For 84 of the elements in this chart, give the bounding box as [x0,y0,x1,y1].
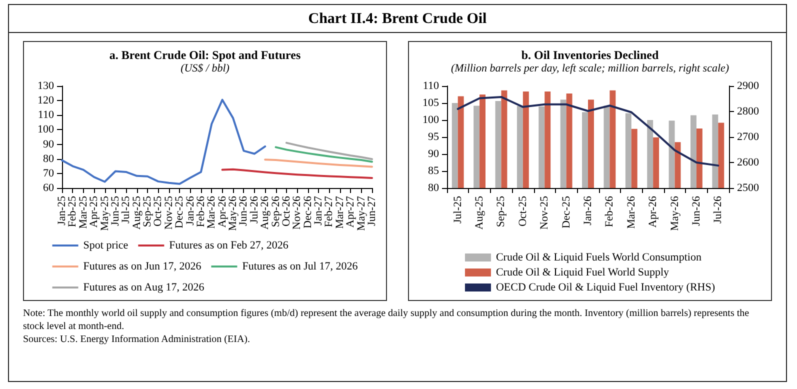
x-tick-label: Dec-25 [560,196,572,228]
y-tick-label: 85 [428,165,440,177]
y-tick-label: 110 [422,80,440,92]
x-tick-label: Jun-27 [366,196,378,226]
x-tick-label: Dec-26 [302,196,314,228]
x-tick-label: Mar-27 [334,196,346,229]
x-tick-label: Jul-25 [452,196,464,224]
x-tick-label: May-25 [98,196,111,231]
x-tick-label: Aug-25 [474,196,486,230]
y-tick-label: 90 [43,138,54,150]
legend-label: OECD Crude Oil & Liquid Fuel Inventory (RHS) [496,282,716,294]
x-tick-label: Sep-25 [142,196,154,228]
chart-subtitle: (US$ / bbl) [180,62,230,74]
x-tick-label: Mar-26 [625,196,638,229]
y-tick-label: 60 [43,182,54,194]
x-tick-label: Jul-25 [120,196,132,224]
chart-subtitle: (Million barrels per day, left scale; million barrels, right scale) [450,62,730,74]
x-tick-label: Apr-26 [647,196,660,228]
y-tick-label: 70 [43,167,54,180]
x-tick-label: Apr-26 [216,196,228,228]
x-tick-label: Nov-25 [538,196,551,230]
x-tick-label: Aug-25 [130,196,143,230]
source-note: Sources: U.S. Energy Information Administration (EIA). [23,333,252,346]
x-tick-label: Feb-26 [604,196,616,228]
y-tick-label: 80 [428,182,440,194]
x-tick-label: Feb-27 [323,196,336,228]
x-tick-label: May-27 [355,196,368,231]
line-series [456,96,720,167]
y-tick-label: 105 [422,97,440,109]
x-tick-label: Feb-26 [194,196,207,228]
legend-label: Futures as on Jul 17, 2026 [242,260,358,272]
x-tick-label: Jun-25 [109,196,122,226]
x-tick-label: Jan-27 [312,196,325,226]
y2-tick-label: 2800 [737,106,760,118]
x-tick-label: Apr-25 [88,196,100,228]
text: Chart II.4: Brent Crude Oil [9,5,786,33]
x-tick-label: Jul-26 [712,196,724,224]
x-tick-label: Jun-26 [238,196,250,226]
y-tick-label: 120 [38,94,54,107]
y-tick-label: 95 [428,131,440,143]
x-tick-label: May-26 [668,196,681,231]
x-tick-label: Jan-26 [582,196,594,226]
legend-label: Futures as on Aug 17, 2026 [83,282,205,294]
y-tick-label: 130 [38,80,54,92]
legend-label: Futures as on Jun 17, 2026 [83,260,202,272]
line-series [285,142,373,160]
x-tick-label: Mar-25 [77,196,90,229]
y2-tick-label: 2700 [737,131,760,143]
x-tick-label: Nov-26 [291,196,304,230]
x-tick-label: Sep-26 [270,196,282,228]
line-series [264,158,373,168]
x-tick-label: Jan-26 [184,196,196,226]
y-tick-label: 80 [43,152,54,165]
y-tick-label: 100 [38,124,54,136]
x-tick-label: Apr-27 [344,196,357,228]
x-tick-label: Aug-26 [259,196,272,230]
x-tick-label: Jun-26 [690,196,702,226]
line-series [274,146,373,163]
x-tick-label: Dec-25 [174,196,186,228]
y-tick-label: 110 [38,109,54,122]
text: Note: The monthly world oil supply and consumption figures (mb/d) represent the average daily supply and consumption during the month. Inventory (million barrels) represents the stock level at month-end. [23,307,750,333]
legend-label: Crude Oil & Liquid Fuel World Supply [496,266,670,278]
y2-tick-label: 2600 [737,156,760,168]
x-tick-label: Sep-25 [495,196,508,228]
x-tick-label: Feb-25 [66,196,79,228]
legend-label: Spot price [83,240,128,252]
x-tick-label: May-26 [227,196,240,231]
y2-tick-label: 2900 [737,80,760,92]
x-tick-label: Oct-25 [152,196,164,227]
chart-title: b. Oil Inventories Declined [521,48,659,62]
x-tick-label: Nov-25 [162,196,175,230]
y2-tick-label: 2500 [737,182,760,194]
x-tick-label: Oct-25 [516,196,529,227]
x-tick-label: Jul-26 [248,196,260,224]
chart-title: a. Brent Crude Oil: Spot and Futures [109,48,301,62]
y-tick-label: 100 [422,114,440,126]
line-series [61,98,266,185]
x-tick-label: Mar-26 [206,196,218,229]
legend-label: Crude Oil & Liquid Fuels World Consumption [496,252,702,264]
line-series [221,168,373,179]
legend-label: Futures as on Feb 27, 2026 [169,240,289,252]
x-tick-label: Oct-26 [280,196,292,227]
y-tick-label: 90 [428,148,440,160]
x-tick-label: Jan-25 [56,196,68,226]
